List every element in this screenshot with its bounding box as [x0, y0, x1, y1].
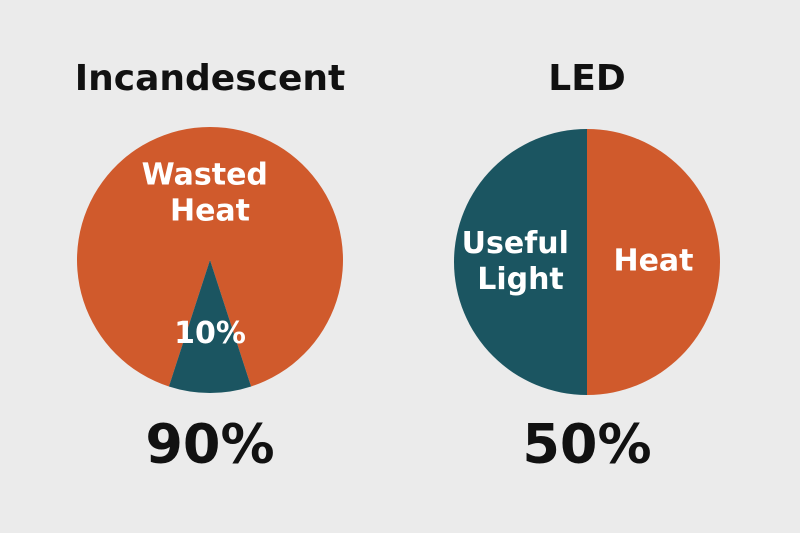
slice-label: Wasted Heat — [142, 157, 279, 228]
slice-label: Useful Light — [462, 226, 580, 297]
pie-slice — [77, 126, 344, 387]
pie-slice — [454, 129, 587, 395]
slice-label: Heat — [613, 244, 693, 279]
pie-slice — [168, 260, 252, 393]
value-label: 50% — [522, 413, 651, 476]
pie-slice — [587, 129, 720, 395]
value-label: 90% — [145, 413, 274, 476]
chart-title: Incandescent — [75, 58, 346, 99]
slice-value-label: 10% — [174, 316, 246, 351]
chart-title: LED — [548, 58, 625, 99]
